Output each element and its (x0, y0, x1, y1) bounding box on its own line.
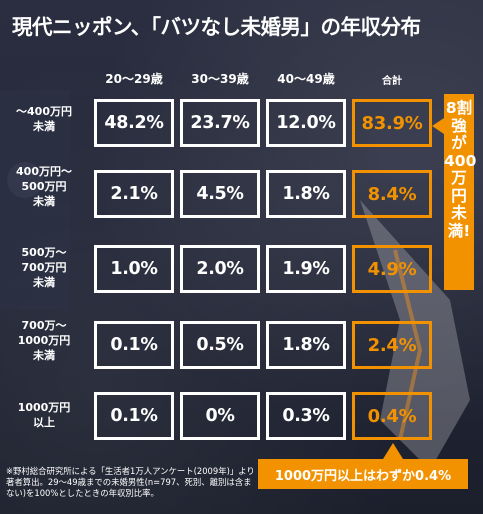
cell-over-1000-total: 0.4% (352, 392, 432, 440)
cell-500-700-20s: 1.0% (94, 245, 174, 293)
row-label-400-500: 400万円〜 500万円 未満 (16, 165, 72, 208)
row-label-700-1000: 700万〜 1000万円 未満 (17, 319, 71, 362)
cell-400-500-total: 8.4% (352, 170, 432, 218)
cell-700-1000-total: 2.4% (352, 321, 432, 369)
column-header-total: 合計 (382, 76, 402, 87)
cell-under-400-total: 83.9% (352, 99, 432, 147)
cell-under-400-30s: 23.7% (180, 99, 260, 147)
callout-over-1000-share: 1000万円以上はわずか0.4% (258, 459, 468, 489)
cell-under-400-40s: 12.0% (266, 99, 346, 147)
cell-over-1000-40s: 0.3% (266, 392, 346, 440)
row-label-under-400: 〜400万円 未満 (16, 105, 72, 133)
cell-700-1000-30s: 0.5% (180, 321, 260, 369)
cell-700-1000-40s: 1.8% (266, 321, 346, 369)
cell-700-1000-20s: 0.1% (94, 321, 174, 369)
footnote: ※野村総合研究所による「生活者1万人アンケート(2009年)」より著者算出。29… (6, 466, 255, 498)
cell-400-500-40s: 1.8% (266, 170, 346, 218)
callout-arrow (432, 118, 444, 134)
cell-over-1000-30s: 0% (180, 392, 260, 440)
cell-400-500-20s: 2.1% (94, 170, 174, 218)
cell-500-700-30s: 2.0% (180, 245, 260, 293)
chart-title: 現代ニッポン、「バツなし未婚男」の年収分布 (12, 15, 421, 39)
cell-500-700-40s: 1.9% (266, 245, 346, 293)
column-header-20s: 20〜29歳 (105, 72, 163, 86)
row-label-over-1000: 1000万円 以上 (17, 401, 71, 429)
cell-400-500-30s: 4.5% (180, 170, 260, 218)
row-label-500-700: 500万〜 700万円 未満 (21, 246, 67, 289)
cell-under-400-20s: 48.2% (94, 99, 174, 147)
column-header-40s: 40〜49歳 (277, 72, 335, 86)
cell-500-700-total: 4.9% (352, 245, 432, 293)
column-header-30s: 30〜39歳 (191, 72, 249, 86)
callout-bottom-arrow (383, 443, 403, 459)
callout-under-400-majority: 8割強が400万円未満! (444, 94, 476, 290)
cell-over-1000-20s: 0.1% (94, 392, 174, 440)
